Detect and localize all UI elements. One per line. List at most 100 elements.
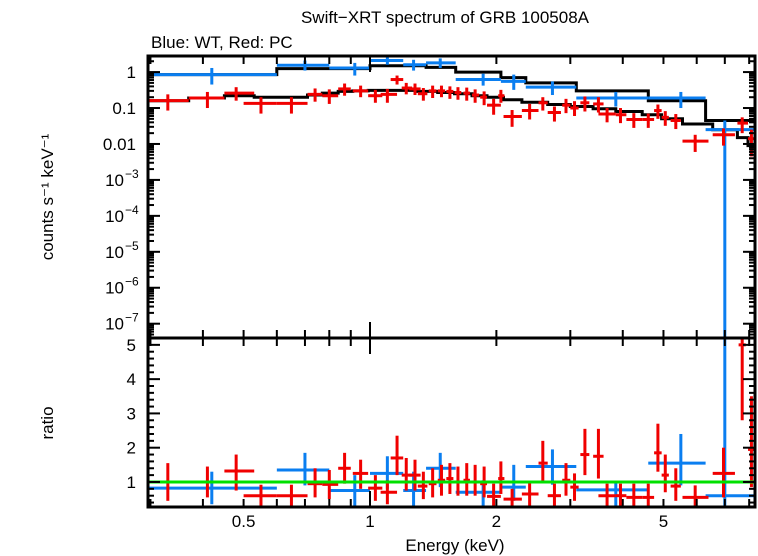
data-point (626, 483, 643, 507)
data-point (454, 87, 462, 100)
y-tick-label: 5 (127, 336, 136, 355)
data-point (615, 483, 627, 507)
data-point (148, 67, 277, 85)
data-point (352, 85, 369, 98)
y-tick-label: 10 (105, 171, 124, 190)
data-point (243, 484, 277, 507)
data-point (712, 128, 735, 146)
data-point (712, 447, 735, 498)
data-point (580, 96, 590, 112)
chart-subtitle: Blue: WT, Red: PC (151, 33, 293, 52)
data-point (487, 483, 501, 507)
data-point (498, 461, 505, 494)
data-point (224, 87, 255, 101)
data-point (426, 58, 456, 68)
series-wt-data (148, 56, 754, 338)
data-point (437, 464, 446, 496)
data-point (188, 91, 225, 109)
data-point (648, 91, 706, 109)
data-point (487, 98, 501, 115)
data-point (338, 83, 351, 96)
data-point (455, 73, 501, 86)
x-axis-label: Energy (keV) (405, 536, 504, 555)
data-point (417, 471, 428, 500)
ratio-ylabel: ratio (38, 406, 57, 439)
data-point (670, 114, 681, 130)
data-point (503, 110, 522, 127)
data-point (307, 88, 323, 102)
data-point (670, 468, 681, 501)
chart-title: Swift−XRT spectrum of GRB 100508A (301, 8, 590, 27)
data-point (148, 471, 277, 505)
data-point (409, 459, 421, 491)
data-point (368, 89, 383, 103)
data-point (148, 94, 189, 111)
ratio-panel: 1 2 3 4 5 ratio (38, 336, 757, 509)
panel-frame (146, 336, 757, 509)
data-point (570, 101, 579, 116)
data-point (503, 488, 522, 507)
data-point (642, 483, 655, 507)
data-point (446, 86, 454, 99)
data-point (521, 481, 539, 506)
data-point (463, 463, 470, 496)
x-tick-labels: 0.5 1 2 5 (232, 512, 668, 531)
data-point (593, 97, 604, 113)
data-point (446, 463, 454, 494)
data-point (661, 454, 669, 493)
data-point (538, 97, 548, 111)
data-point (276, 484, 308, 507)
y-tick-label: 10 (105, 279, 124, 298)
data-point (428, 85, 437, 98)
data-point (682, 134, 709, 152)
data-point (498, 89, 505, 103)
data-point (525, 449, 577, 485)
data-point (521, 103, 539, 120)
spectrum-data-layer (148, 56, 755, 338)
data-point (224, 454, 255, 491)
y-tick-exponent: −4 (125, 203, 139, 217)
data-point (547, 106, 561, 122)
y-tick-label: 10 (105, 207, 124, 226)
data-point (352, 459, 369, 489)
data-point (472, 89, 480, 103)
y-tick-label: 0.01 (103, 135, 136, 154)
data-point (598, 483, 616, 507)
y-tick-label: 10 (105, 315, 124, 334)
data-point (538, 440, 548, 482)
y-tick-exponent: −5 (125, 239, 139, 253)
data-point (322, 89, 339, 104)
data-point (525, 81, 577, 96)
data-point (463, 87, 470, 101)
data-point (380, 88, 398, 103)
data-point (580, 428, 590, 476)
data-point (654, 104, 662, 119)
x-tick-label: 5 (659, 512, 668, 531)
data-point (661, 111, 669, 126)
data-point (390, 435, 404, 476)
data-point (547, 483, 561, 507)
data-point (562, 98, 571, 114)
data-point (500, 74, 526, 90)
x-tick-label: 0.5 (232, 512, 256, 531)
data-point (329, 62, 370, 76)
data-point (403, 59, 427, 71)
data-point (409, 83, 421, 96)
data-point (642, 113, 655, 128)
data-point (243, 97, 277, 114)
data-point (576, 481, 649, 506)
data-point (682, 485, 709, 507)
data-point (570, 473, 579, 501)
data-point (615, 108, 627, 124)
y-tick-label: 1 (127, 63, 136, 82)
y-tick-label: 3 (127, 404, 136, 423)
data-point (593, 428, 604, 479)
data-point (329, 475, 370, 506)
ratio-data-layer (148, 338, 755, 507)
y-tick-exponent: −6 (125, 275, 139, 289)
ratio-axes: 1 2 3 4 5 (127, 336, 757, 509)
data-point (626, 113, 643, 128)
data-point (598, 108, 616, 123)
